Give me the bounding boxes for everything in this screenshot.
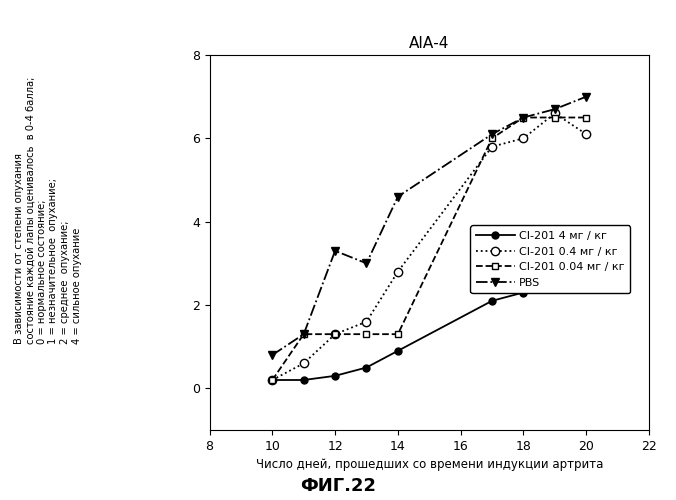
CI-201 4 мг / кг (268, 377, 276, 383)
PBS (394, 194, 402, 200)
CI-201 0.04 мг / кг (582, 114, 590, 120)
PBS (268, 352, 276, 358)
CI-201 0.4 мг / кг (299, 360, 308, 366)
PBS (519, 114, 527, 120)
Legend: CI-201 4 мг / кг, CI-201 0.4 мг / кг, CI-201 0.04 мг / кг, PBS: CI-201 4 мг / кг, CI-201 0.4 мг / кг, CI… (470, 226, 630, 293)
CI-201 0.4 мг / кг (362, 318, 370, 324)
Text: В зависимости от степени опухания
состояние каждой лапы оценивалось  в 0-4 балла: В зависимости от степени опухания состоя… (14, 76, 82, 344)
PBS (331, 248, 339, 254)
CI-201 0.4 мг / кг (331, 331, 339, 337)
CI-201 0.04 мг / кг (488, 136, 496, 141)
CI-201 0.04 мг / кг (362, 331, 370, 337)
CI-201 4 мг / кг (519, 290, 527, 296)
CI-201 4 мг / кг (488, 298, 496, 304)
CI-201 4 мг / кг (362, 364, 370, 370)
CI-201 0.04 мг / кг (299, 331, 308, 337)
PBS (488, 131, 496, 137)
CI-201 0.04 мг / кг (331, 331, 339, 337)
CI-201 0.4 мг / кг (582, 131, 590, 137)
PBS (582, 94, 590, 100)
CI-201 4 мг / кг (299, 377, 308, 383)
Line: CI-201 4 мг / кг: CI-201 4 мг / кг (269, 276, 589, 384)
CI-201 4 мг / кг (582, 277, 590, 283)
CI-201 0.4 мг / кг (394, 268, 402, 274)
CI-201 0.4 мг / кг (488, 144, 496, 150)
PBS (299, 331, 308, 337)
X-axis label: Число дней, прошедших со времени индукции артрита: Число дней, прошедших со времени индукци… (256, 458, 603, 471)
Title: АIА-4: АIА-4 (409, 36, 450, 51)
Line: CI-201 0.04 мг / кг: CI-201 0.04 мг / кг (270, 114, 589, 383)
PBS (362, 260, 370, 266)
CI-201 0.04 мг / кг (519, 114, 527, 120)
CI-201 0.04 мг / кг (394, 331, 402, 337)
CI-201 4 мг / кг (394, 348, 402, 354)
CI-201 4 мг / кг (551, 281, 559, 287)
CI-201 0.04 мг / кг (268, 377, 276, 383)
Line: PBS: PBS (268, 92, 590, 359)
CI-201 0.04 мг / кг (551, 114, 559, 120)
CI-201 0.4 мг / кг (551, 110, 559, 116)
PBS (551, 106, 559, 112)
CI-201 4 мг / кг (331, 373, 339, 379)
Text: ФИГ.22: ФИГ.22 (300, 477, 376, 495)
CI-201 0.4 мг / кг (268, 377, 276, 383)
Line: CI-201 0.4 мг / кг: CI-201 0.4 мг / кг (268, 109, 590, 384)
CI-201 0.4 мг / кг (519, 136, 527, 141)
